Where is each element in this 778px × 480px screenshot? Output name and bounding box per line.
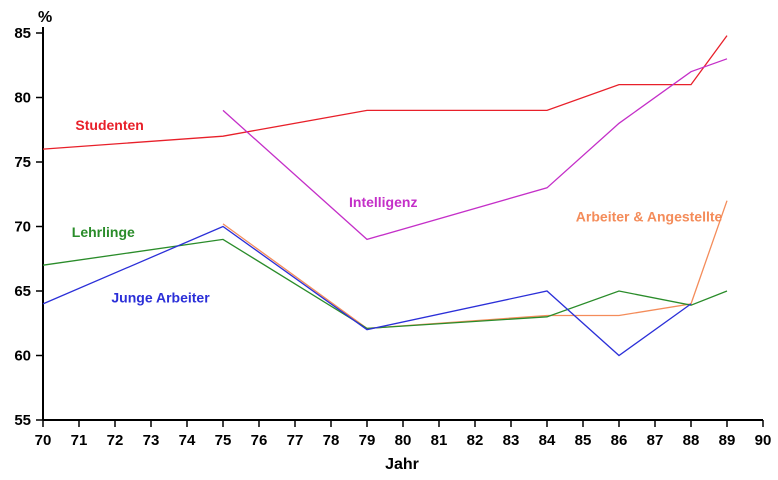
series-label-lehrlinge: Lehrlinge	[72, 224, 135, 240]
x-tick-label: 72	[107, 432, 124, 449]
series-line-junge-arbeiter	[42, 225, 692, 357]
x-tick-label: 88	[683, 432, 700, 449]
series-labels: Studenten Intelligenz Arbeiter & Angestell…	[72, 117, 723, 306]
series-label-arbeiter-angestellte: Arbeiter & Angestellte	[576, 208, 723, 224]
x-tick-label: 80	[395, 432, 412, 449]
x-axis: 70 71 72 73 74 75 76 77 78 79 80 81 82 83 84 85 86 87 88 89…	[35, 419, 772, 449]
x-tick-label: 85	[575, 432, 592, 449]
x-tick-label: 73	[143, 432, 160, 449]
series-lines	[42, 35, 728, 357]
y-tick-label: 85	[14, 25, 31, 42]
x-tick-label: 86	[611, 432, 628, 449]
series-line-lehrlinge	[42, 238, 728, 330]
x-tick-label: 79	[359, 432, 376, 449]
x-tick-label: 89	[719, 432, 736, 449]
x-tick-label: 76	[251, 432, 268, 449]
x-tick-label: 70	[35, 432, 52, 449]
series-label-junge-arbeiter: Junge Arbeiter	[111, 290, 210, 306]
x-axis-label: Jahr	[385, 456, 419, 473]
series-label-studenten: Studenten	[75, 117, 143, 133]
x-tick-label: 90	[755, 432, 772, 449]
y-axis: 55 60 65 70 75 80 85	[14, 25, 44, 429]
x-tick-label: 74	[179, 432, 196, 449]
x-tick-label: 78	[323, 432, 340, 449]
y-tick-label: 70	[14, 219, 31, 236]
x-tick-label: 87	[647, 432, 664, 449]
y-tick-label: 60	[14, 348, 31, 365]
x-tick-label: 83	[503, 432, 520, 449]
y-tick-label: 55	[14, 412, 31, 429]
y-axis-label: %	[38, 9, 52, 26]
y-tick-label: 75	[14, 154, 31, 171]
x-tick-label: 82	[467, 432, 484, 449]
x-tick-label: 71	[71, 432, 88, 449]
y-tick-label: 65	[14, 283, 31, 300]
series-line-studenten	[42, 35, 728, 150]
x-tick-label: 81	[431, 432, 448, 449]
x-tick-label: 75	[215, 432, 232, 449]
series-line-intelligenz	[222, 58, 728, 241]
x-tick-label: 77	[287, 432, 304, 449]
series-line-arbeiter-angestellte	[222, 200, 728, 330]
series-label-intelligenz: Intelligenz	[349, 194, 417, 210]
x-tick-label: 84	[539, 432, 556, 449]
y-tick-label: 80	[14, 90, 31, 107]
